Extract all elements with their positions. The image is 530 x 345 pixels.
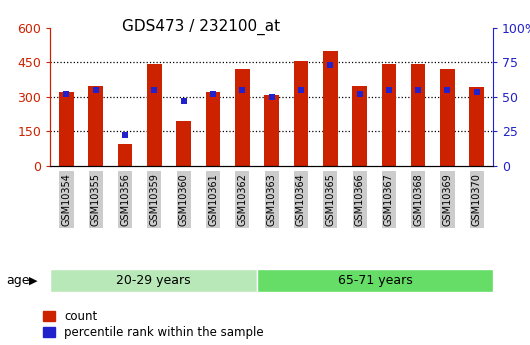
Bar bbox=[470, 87, 484, 166]
Bar bbox=[257, 269, 493, 292]
Bar bbox=[352, 86, 367, 166]
Text: GDS473 / 232100_at: GDS473 / 232100_at bbox=[122, 19, 280, 35]
Point bbox=[92, 87, 100, 92]
Point bbox=[297, 87, 305, 92]
Point bbox=[238, 87, 246, 92]
Point bbox=[150, 87, 158, 92]
Point bbox=[385, 87, 393, 92]
Point bbox=[62, 91, 70, 97]
Point bbox=[121, 132, 129, 138]
Text: 20-29 years: 20-29 years bbox=[116, 274, 191, 287]
Bar bbox=[440, 69, 455, 166]
Bar bbox=[294, 61, 308, 166]
Bar bbox=[411, 65, 426, 166]
Point bbox=[473, 90, 481, 95]
Legend: count, percentile rank within the sample: count, percentile rank within the sample bbox=[43, 310, 264, 339]
Bar bbox=[264, 96, 279, 166]
Bar bbox=[235, 69, 250, 166]
Bar bbox=[147, 65, 162, 166]
Text: ▶: ▶ bbox=[29, 276, 38, 285]
Bar bbox=[206, 92, 220, 166]
Bar bbox=[176, 121, 191, 166]
Bar bbox=[382, 65, 396, 166]
Bar bbox=[89, 86, 103, 166]
Text: age: age bbox=[6, 274, 30, 287]
Text: 65-71 years: 65-71 years bbox=[338, 274, 412, 287]
Point bbox=[209, 91, 217, 97]
Point bbox=[267, 94, 276, 99]
Point bbox=[443, 87, 452, 92]
Point bbox=[326, 62, 334, 68]
Bar bbox=[59, 92, 74, 166]
Bar bbox=[118, 144, 132, 166]
Point bbox=[180, 98, 188, 104]
Point bbox=[414, 87, 422, 92]
Point bbox=[355, 91, 364, 97]
Bar bbox=[50, 269, 257, 292]
Bar bbox=[323, 51, 338, 166]
